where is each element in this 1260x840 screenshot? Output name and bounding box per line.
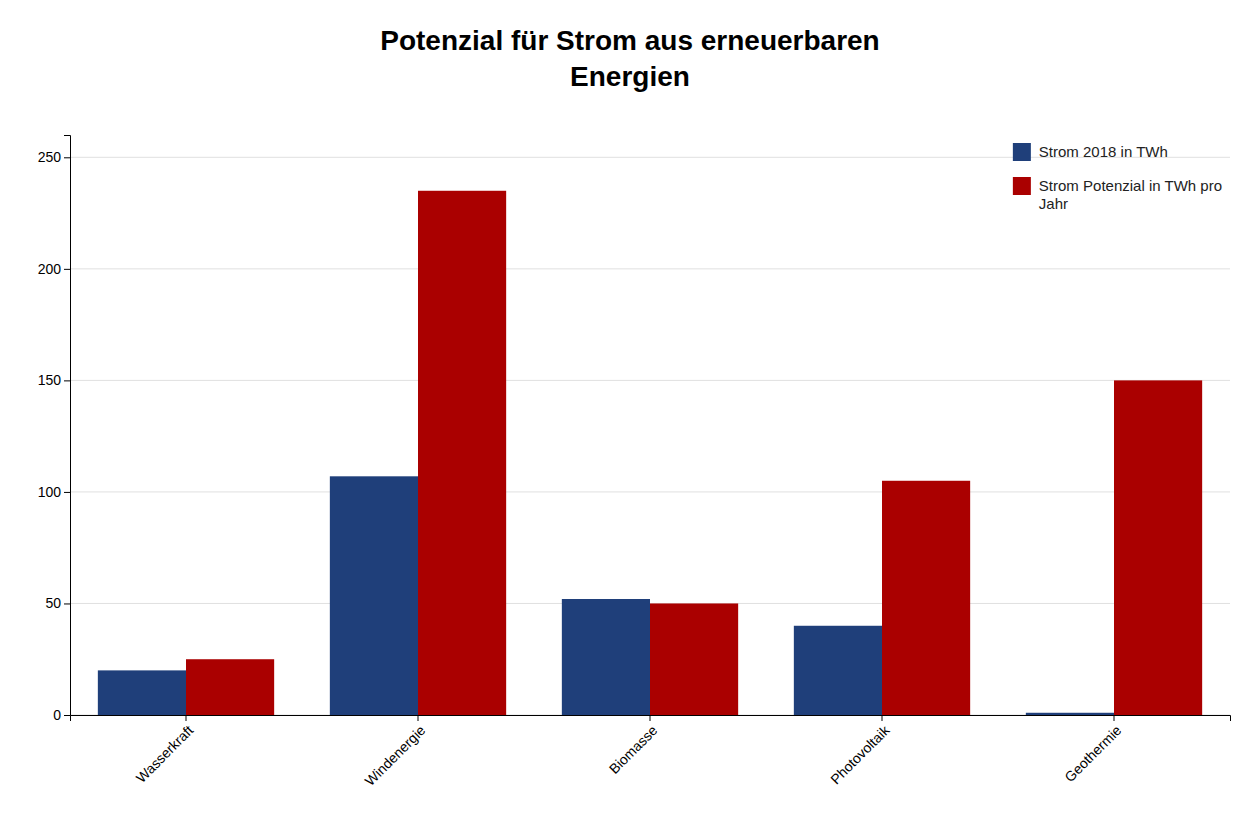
- y-tick-label: 0: [53, 707, 61, 723]
- y-tick: 150: [38, 372, 70, 388]
- x-tick: Windenergie: [362, 715, 429, 789]
- x-tick-mark: [1114, 715, 1115, 721]
- title: Potenzial für Strom aus erneuerbaren Ener…: [380, 25, 879, 92]
- x-tick: Geothermie: [1061, 715, 1124, 785]
- x-tick-mark: [882, 715, 883, 721]
- title-line: Potenzial für Strom aus erneuerbaren: [380, 25, 879, 56]
- chart: Potenzial für Strom aus erneuerbaren Ener…: [0, 0, 1260, 840]
- y-tick-label: 150: [38, 372, 62, 388]
- legend: Strom 2018 in TWh Strom Potenzial in TWh …: [1013, 143, 1222, 212]
- y-tick: 100: [38, 484, 70, 500]
- grid: [70, 157, 1230, 715]
- x-tick: Biomasse: [606, 715, 661, 777]
- bar: [794, 626, 882, 715]
- x-tick-mark: [186, 715, 187, 721]
- bar: [186, 659, 274, 715]
- x-tick: Wasserkraft: [133, 715, 197, 786]
- y-tick-mark: [64, 492, 70, 493]
- y-tick: 0: [53, 707, 70, 723]
- title-line: Energien: [570, 61, 690, 92]
- x-tick-label: Geothermie: [1061, 722, 1124, 785]
- series: [98, 476, 1114, 715]
- x-tick-mark: [650, 715, 651, 721]
- bar: [882, 481, 970, 715]
- bar: [650, 603, 738, 715]
- y-tick-mark: [64, 380, 70, 381]
- bar: [418, 191, 506, 715]
- legend-label-line: Strom 2018 in TWh: [1039, 143, 1168, 160]
- y-tick-mark: [64, 603, 70, 604]
- x-tick-label: Wasserkraft: [133, 722, 197, 786]
- bars: [98, 191, 1202, 715]
- x-axis: Wasserkraft Windenergie Biomasse Photovolta…: [71, 715, 1231, 789]
- legend-label: Strom Potenzial in TWh proJahr: [1039, 177, 1222, 212]
- legend-swatch: [1013, 143, 1031, 161]
- legend-item: Strom 2018 in TWh: [1013, 143, 1168, 161]
- y-tick-label: 250: [38, 149, 62, 165]
- series: [186, 191, 1202, 715]
- y-tick-label: 200: [38, 261, 62, 277]
- legend-label-line: Jahr: [1039, 195, 1068, 212]
- plot: 0 50 100 150 200 250 Wasserkraft Windenergie Bio…: [38, 136, 1231, 789]
- y-tick-mark: [64, 157, 70, 158]
- y-tick-mark: [64, 715, 70, 716]
- x-axis-line: [71, 716, 1231, 722]
- legend-label-line: Strom Potenzial in TWh pro: [1039, 177, 1222, 194]
- y-tick-mark: [64, 269, 70, 270]
- x-tick: Photovoltaik: [827, 715, 893, 787]
- x-tick-mark: [418, 715, 419, 721]
- bar: [1114, 380, 1202, 715]
- legend-swatch: [1013, 177, 1031, 195]
- legend-label: Strom 2018 in TWh: [1039, 143, 1168, 160]
- bar: [562, 599, 650, 715]
- bar: [1026, 713, 1114, 715]
- grid-line: [70, 380, 1230, 381]
- y-axis: 0 50 100 150 200 250: [38, 136, 71, 723]
- x-tick-label: Biomasse: [606, 722, 661, 777]
- y-tick: 200: [38, 261, 70, 277]
- bar: [330, 476, 418, 715]
- y-tick-label: 100: [38, 484, 62, 500]
- legend-item: Strom Potenzial in TWh proJahr: [1013, 177, 1222, 212]
- y-tick: 50: [45, 595, 70, 611]
- y-axis-line: [64, 136, 71, 716]
- x-tick-label: Windenergie: [362, 722, 429, 789]
- bar: [98, 670, 186, 715]
- y-tick: 250: [38, 149, 70, 165]
- grid-line: [70, 268, 1230, 269]
- x-tick-label: Photovoltaik: [827, 721, 893, 787]
- y-tick-label: 50: [45, 595, 61, 611]
- grid-line: [70, 491, 1230, 492]
